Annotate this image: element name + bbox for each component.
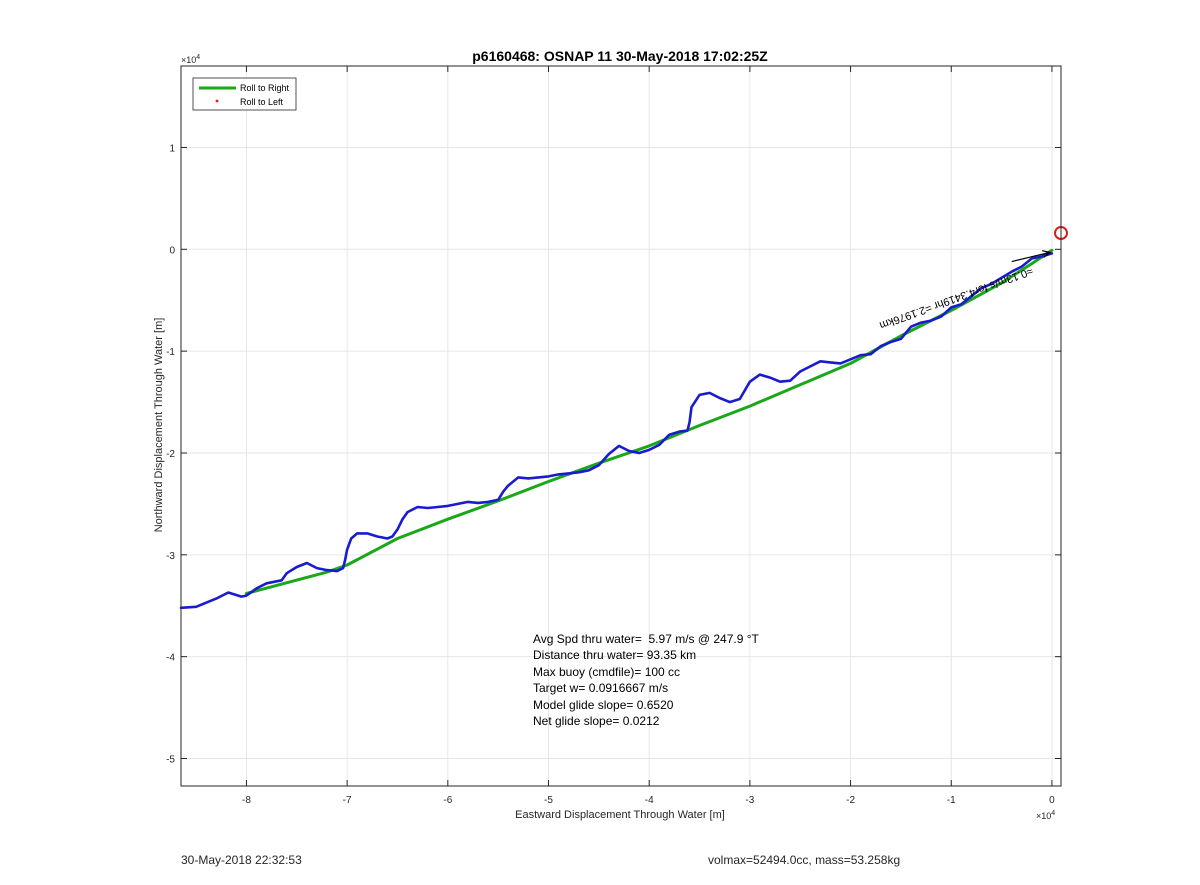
axes: [180, 65, 1062, 787]
y-axis-label: Northward Displacement Through Water [m]: [153, 318, 165, 533]
series-track-line: [179, 252, 1054, 610]
x-tick-label: -3: [745, 795, 754, 806]
x-multiplier-exponent: 4: [1051, 810, 1055, 817]
grid: [181, 66, 1061, 786]
x-ticks: -8 -7 -6 -5 -4 -3 -2 -1 0: [242, 66, 1055, 806]
x-tick-label: -2: [846, 795, 855, 806]
current-annotation: ≈0.13m/s for4.3419hr =2.1976km: [878, 264, 1035, 331]
legend-box: [192, 77, 297, 111]
stat-distance: Distance thru water= 93.35 km: [533, 648, 697, 663]
stat-target-w: Target w= 0.0916667 m/s: [533, 681, 669, 696]
y-ticks: -5 -4 -3 -2 -1 0 1: [166, 143, 1061, 766]
stat-model-glide: Model glide slope= 0.6520: [533, 697, 674, 712]
y-tick-label: -5: [166, 755, 175, 766]
legend-label-roll-left: Roll to Left: [240, 97, 284, 107]
current-arrow-head: [1041, 250, 1052, 258]
x-tick-label: 0: [1049, 795, 1055, 806]
footer-vol-mass: volmax=52494.0cc, mass=53.258kg: [708, 853, 901, 867]
y-tick-label: -2: [166, 449, 175, 460]
legend-swatch-roll-left: [215, 99, 219, 103]
x-tick-label: -7: [343, 795, 352, 806]
x-tick-label: -4: [645, 795, 654, 806]
stat-net-glide: Net glide slope= 0.0212: [533, 714, 660, 729]
x-axis-label: Eastward Displacement Through Water [m]: [515, 809, 725, 821]
current-arrow: [1011, 251, 1051, 263]
y-multiplier-exponent: 4: [196, 54, 200, 61]
plot-area-border: [180, 65, 1062, 787]
y-multiplier: ×104: [181, 54, 200, 65]
y-tick-label: 0: [169, 245, 175, 256]
chart-title: p6160468: OSNAP 11 30-May-2018 17:02:25Z: [472, 48, 768, 64]
footer-timestamp: 30-May-2018 22:32:53: [181, 853, 302, 867]
x-multiplier: ×104: [1036, 810, 1055, 821]
y-tick-label: -1: [166, 347, 175, 358]
stat-max-buoy: Max buoy (cmdfile)= 100 cc: [533, 664, 681, 679]
y-tick-label: -3: [166, 551, 175, 562]
series-group: [179, 226, 1068, 610]
stat-avg-speed: Avg Spd thru water= 5.97 m/s @ 247.9 °T: [533, 632, 759, 646]
x-tick-label: -6: [443, 795, 452, 806]
legend-label-roll-right: Roll to Right: [240, 83, 290, 93]
x-tick-label: -1: [947, 795, 956, 806]
y-tick-label: 1: [169, 143, 175, 154]
x-multiplier-base: ×10: [1036, 811, 1051, 821]
x-tick-label: -5: [544, 795, 553, 806]
x-tick-label: -8: [242, 795, 251, 806]
stats-annotation: Avg Spd thru water= 5.97 m/s @ 247.9 °T …: [533, 631, 759, 729]
legend: Roll to Right Roll to Left: [192, 77, 297, 111]
y-multiplier-base: ×10: [181, 55, 196, 65]
y-tick-label: -4: [166, 653, 175, 664]
